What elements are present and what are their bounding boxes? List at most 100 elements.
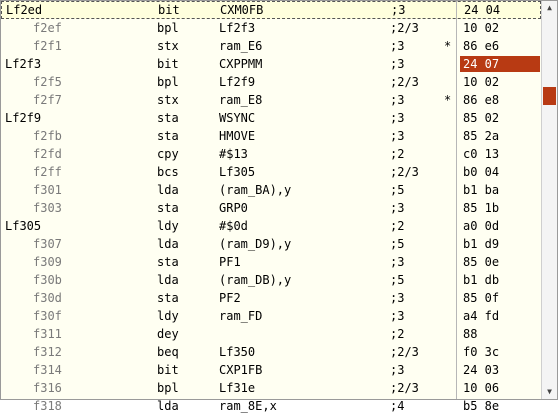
disassembly-row[interactable]: Lf2f3 bit CXPPMM ;3 24 07 xyxy=(1,55,541,73)
bytes: 85 1b xyxy=(463,201,500,215)
bytes: 24 07 xyxy=(463,57,500,71)
operand: CXP1FB xyxy=(219,363,263,377)
operand: Lf31e xyxy=(219,381,256,395)
bytes: a0 0d xyxy=(463,219,500,233)
cycle-count: ;3 xyxy=(391,3,406,17)
disassembly-row[interactable]: f314 bit CXP1FB ;3 24 03 xyxy=(1,361,541,379)
address: f30d xyxy=(33,291,62,305)
mnemonic: stx xyxy=(157,39,179,53)
disassembly-row[interactable]: f303 sta GRP0 ;3 85 1b xyxy=(1,199,541,217)
mnemonic: bit xyxy=(157,363,179,377)
disassembly-row[interactable]: f2ef bpl Lf2f3 ;2/3 10 02 xyxy=(1,19,541,37)
operand: HMOVE xyxy=(219,129,256,143)
mnemonic: ldy xyxy=(157,219,179,233)
address: f2ff xyxy=(33,165,62,179)
disassembly-row[interactable]: f2f5 bpl Lf2f9 ;2/3 10 02 xyxy=(1,73,541,91)
mnemonic: bpl xyxy=(157,75,179,89)
mnemonic: bit xyxy=(158,3,180,17)
bytes: b1 d9 xyxy=(463,237,500,251)
chevron-down-icon[interactable]: ▼ xyxy=(547,387,552,396)
address: f312 xyxy=(33,345,62,359)
disassembly-row[interactable]: f30f ldy ram_FD ;3 a4 fd xyxy=(1,307,541,325)
address: f2f5 xyxy=(33,75,62,89)
disassembly-row[interactable]: f2fd cpy #$13 ;2 c0 13 xyxy=(1,145,541,163)
address: f316 xyxy=(33,381,62,395)
operand: ram_E6 xyxy=(219,39,263,53)
operand: PF2 xyxy=(219,291,241,305)
cycle-count: ;3 xyxy=(390,201,405,215)
bytes: b0 04 xyxy=(463,165,500,179)
disassembly-row[interactable]: f311 dey ;2 88 xyxy=(1,325,541,343)
operand: Lf2f9 xyxy=(219,75,256,89)
disassembly-row[interactable]: f2ff bcs Lf305 ;2/3 b0 04 xyxy=(1,163,541,181)
disassembly-row[interactable]: Lf305 ldy #$0d ;2 a0 0d xyxy=(1,217,541,235)
vertical-scrollbar[interactable]: ▲ ▼ xyxy=(541,1,557,399)
bytes: 24 04 xyxy=(464,3,501,17)
operand: #$0d xyxy=(219,219,248,233)
bytes: 86 e6 xyxy=(463,39,500,53)
mnemonic: sta xyxy=(157,255,179,269)
mnemonic: bpl xyxy=(157,381,179,395)
disassembly-row[interactable]: Lf2f9 sta WSYNC ;3 85 02 xyxy=(1,109,541,127)
column-divider xyxy=(456,1,457,399)
cycle-count: ;3 xyxy=(390,291,405,305)
address: f2fb xyxy=(33,129,62,143)
address: f314 xyxy=(33,363,62,377)
scrollbar-thumb[interactable] xyxy=(543,87,556,105)
disassembly-row[interactable]: f30d sta PF2 ;3 85 0f xyxy=(1,289,541,307)
address: f30b xyxy=(33,273,62,287)
mnemonic: sta xyxy=(157,111,179,125)
operand: (ram_DB),y xyxy=(219,273,292,287)
bytes: b1 db xyxy=(463,273,500,287)
cycle-count: ;2 xyxy=(390,327,405,341)
disassembly-row[interactable]: f316 bpl Lf31e ;2/3 10 06 xyxy=(1,379,541,397)
mnemonic: sta xyxy=(157,291,179,305)
mnemonic: lda xyxy=(157,273,179,287)
bytes: 10 02 xyxy=(463,21,500,35)
address: f309 xyxy=(33,255,62,269)
address: f2ef xyxy=(33,21,62,35)
bytes: 85 2a xyxy=(463,129,500,143)
label-name: Lf2f3 xyxy=(5,57,42,71)
disassembly-row[interactable]: f30b lda (ram_DB),y ;5 b1 db xyxy=(1,271,541,289)
mnemonic: sta xyxy=(157,129,179,143)
bytes: 85 0f xyxy=(463,291,500,305)
mnemonic: dey xyxy=(157,327,179,341)
mnemonic: bpl xyxy=(157,21,179,35)
address: f307 xyxy=(33,237,62,251)
breakpoint-marker: * xyxy=(444,39,452,53)
cycle-count: ;3 xyxy=(390,57,405,71)
operand: ram_E8 xyxy=(219,93,263,107)
bytes: a4 fd xyxy=(463,309,500,323)
selected-bytes-highlight[interactable]: 24 07 xyxy=(460,56,540,72)
disassembly-list: Lf2ed bit CXM0FB ;3 24 04 f2ef bpl Lf2f3 ;2/3 10 … xyxy=(1,1,541,413)
operand: CXPPMM xyxy=(219,57,263,71)
bytes: b1 ba xyxy=(463,183,500,197)
cycle-count: ;2 xyxy=(390,219,405,233)
chevron-up-icon[interactable]: ▲ xyxy=(547,3,552,12)
disassembly-row[interactable]: Lf2ed bit CXM0FB ;3 24 04 xyxy=(1,1,541,19)
label-name: Lf2f9 xyxy=(5,111,42,125)
disassembly-row[interactable]: f309 sta PF1 ;3 85 0e xyxy=(1,253,541,271)
cycle-count: ;2/3 xyxy=(390,345,419,359)
cycle-count: ;3 xyxy=(390,111,405,125)
operand: Lf305 xyxy=(219,165,256,179)
disassembly-row[interactable]: f312 beq Lf350 ;2/3 f0 3c xyxy=(1,343,541,361)
cycle-count: ;2 xyxy=(390,147,405,161)
mnemonic: ldy xyxy=(157,309,179,323)
mnemonic: cpy xyxy=(157,147,179,161)
cycle-count: ;2/3 xyxy=(390,381,419,395)
mnemonic: lda xyxy=(157,183,179,197)
bytes: 85 02 xyxy=(463,111,500,125)
bytes: 88 xyxy=(463,327,478,341)
disassembly-row[interactable]: f301 lda (ram_BA),y ;5 b1 ba xyxy=(1,181,541,199)
address: f303 xyxy=(33,201,62,215)
disassembly-row[interactable]: f307 lda (ram_D9),y ;5 b1 d9 xyxy=(1,235,541,253)
disassembly-row[interactable]: f2f7 stx ram_E8 ;3 * 86 e8 xyxy=(1,91,541,109)
disassembly-row[interactable]: f2fb sta HMOVE ;3 85 2a xyxy=(1,127,541,145)
mnemonic: sta xyxy=(157,201,179,215)
disassembly-row[interactable]: f2f1 stx ram_E6 ;3 * 86 e6 xyxy=(1,37,541,55)
address: f2f7 xyxy=(33,93,62,107)
mnemonic: bit xyxy=(157,57,179,71)
